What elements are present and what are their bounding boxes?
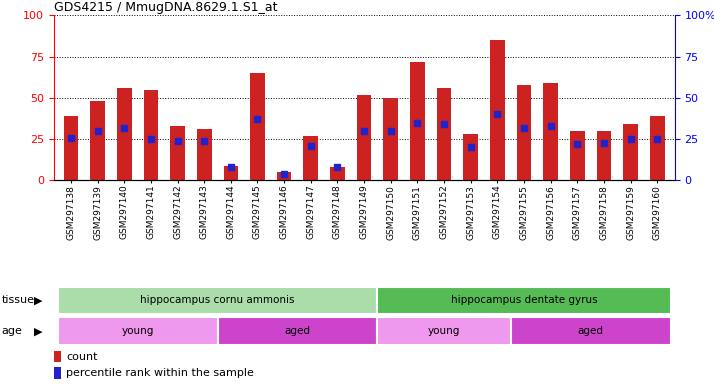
Bar	[410, 61, 425, 180]
Bar	[303, 136, 318, 180]
Text: tissue: tissue	[1, 295, 34, 306]
Text: hippocampus dentate gyrus: hippocampus dentate gyrus	[451, 295, 598, 306]
Text: age: age	[1, 326, 22, 336]
Text: young: young	[121, 326, 154, 336]
Text: GDS4215 / MmugDNA.8629.1.S1_at: GDS4215 / MmugDNA.8629.1.S1_at	[54, 1, 277, 14]
Bar	[54, 351, 61, 362]
Bar	[330, 167, 345, 180]
Bar	[223, 166, 238, 180]
Bar	[54, 367, 61, 379]
Text: aged: aged	[284, 326, 311, 336]
Bar	[170, 126, 185, 180]
Bar	[197, 129, 211, 180]
Bar	[511, 317, 670, 345]
Text: aged: aged	[578, 326, 604, 336]
Bar	[437, 88, 451, 180]
Text: percentile rank within the sample: percentile rank within the sample	[66, 368, 254, 378]
Bar	[117, 88, 131, 180]
Bar	[250, 73, 265, 180]
Bar	[58, 286, 378, 314]
Bar	[517, 85, 531, 180]
Bar	[218, 317, 378, 345]
Text: ▶: ▶	[34, 326, 43, 336]
Bar	[597, 131, 611, 180]
Bar	[543, 83, 558, 180]
Bar	[490, 40, 505, 180]
Bar	[64, 116, 79, 180]
Text: count: count	[66, 352, 98, 362]
Bar	[463, 134, 478, 180]
Bar	[58, 317, 218, 345]
Bar	[378, 317, 511, 345]
Bar	[90, 101, 105, 180]
Bar	[357, 94, 371, 180]
Bar	[383, 98, 398, 180]
Bar	[378, 286, 670, 314]
Bar	[650, 116, 665, 180]
Text: young: young	[428, 326, 461, 336]
Bar	[277, 172, 291, 180]
Bar	[570, 131, 585, 180]
Text: ▶: ▶	[34, 295, 43, 306]
Bar	[144, 90, 159, 180]
Bar	[623, 124, 638, 180]
Text: hippocampus cornu ammonis: hippocampus cornu ammonis	[140, 295, 295, 306]
